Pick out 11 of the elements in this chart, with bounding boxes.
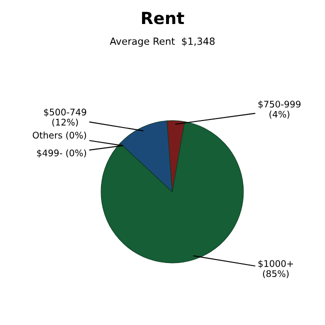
data-label: (12%) [52,118,78,127]
slice-label: $1000+ [258,260,294,268]
chart-title: Rent [142,12,184,24]
chart-subtitle: Average Rent $1,348 [110,37,215,47]
slice-label: $750-999 [258,100,301,109]
category-label: Others (0%) [32,132,86,140]
data-label: (85%) [263,270,289,278]
legend-label: $499- (0%) [37,149,86,158]
data-label: (4%) [270,110,290,119]
slice-label: $500-749 [44,108,86,117]
pie-slice [100,121,244,264]
